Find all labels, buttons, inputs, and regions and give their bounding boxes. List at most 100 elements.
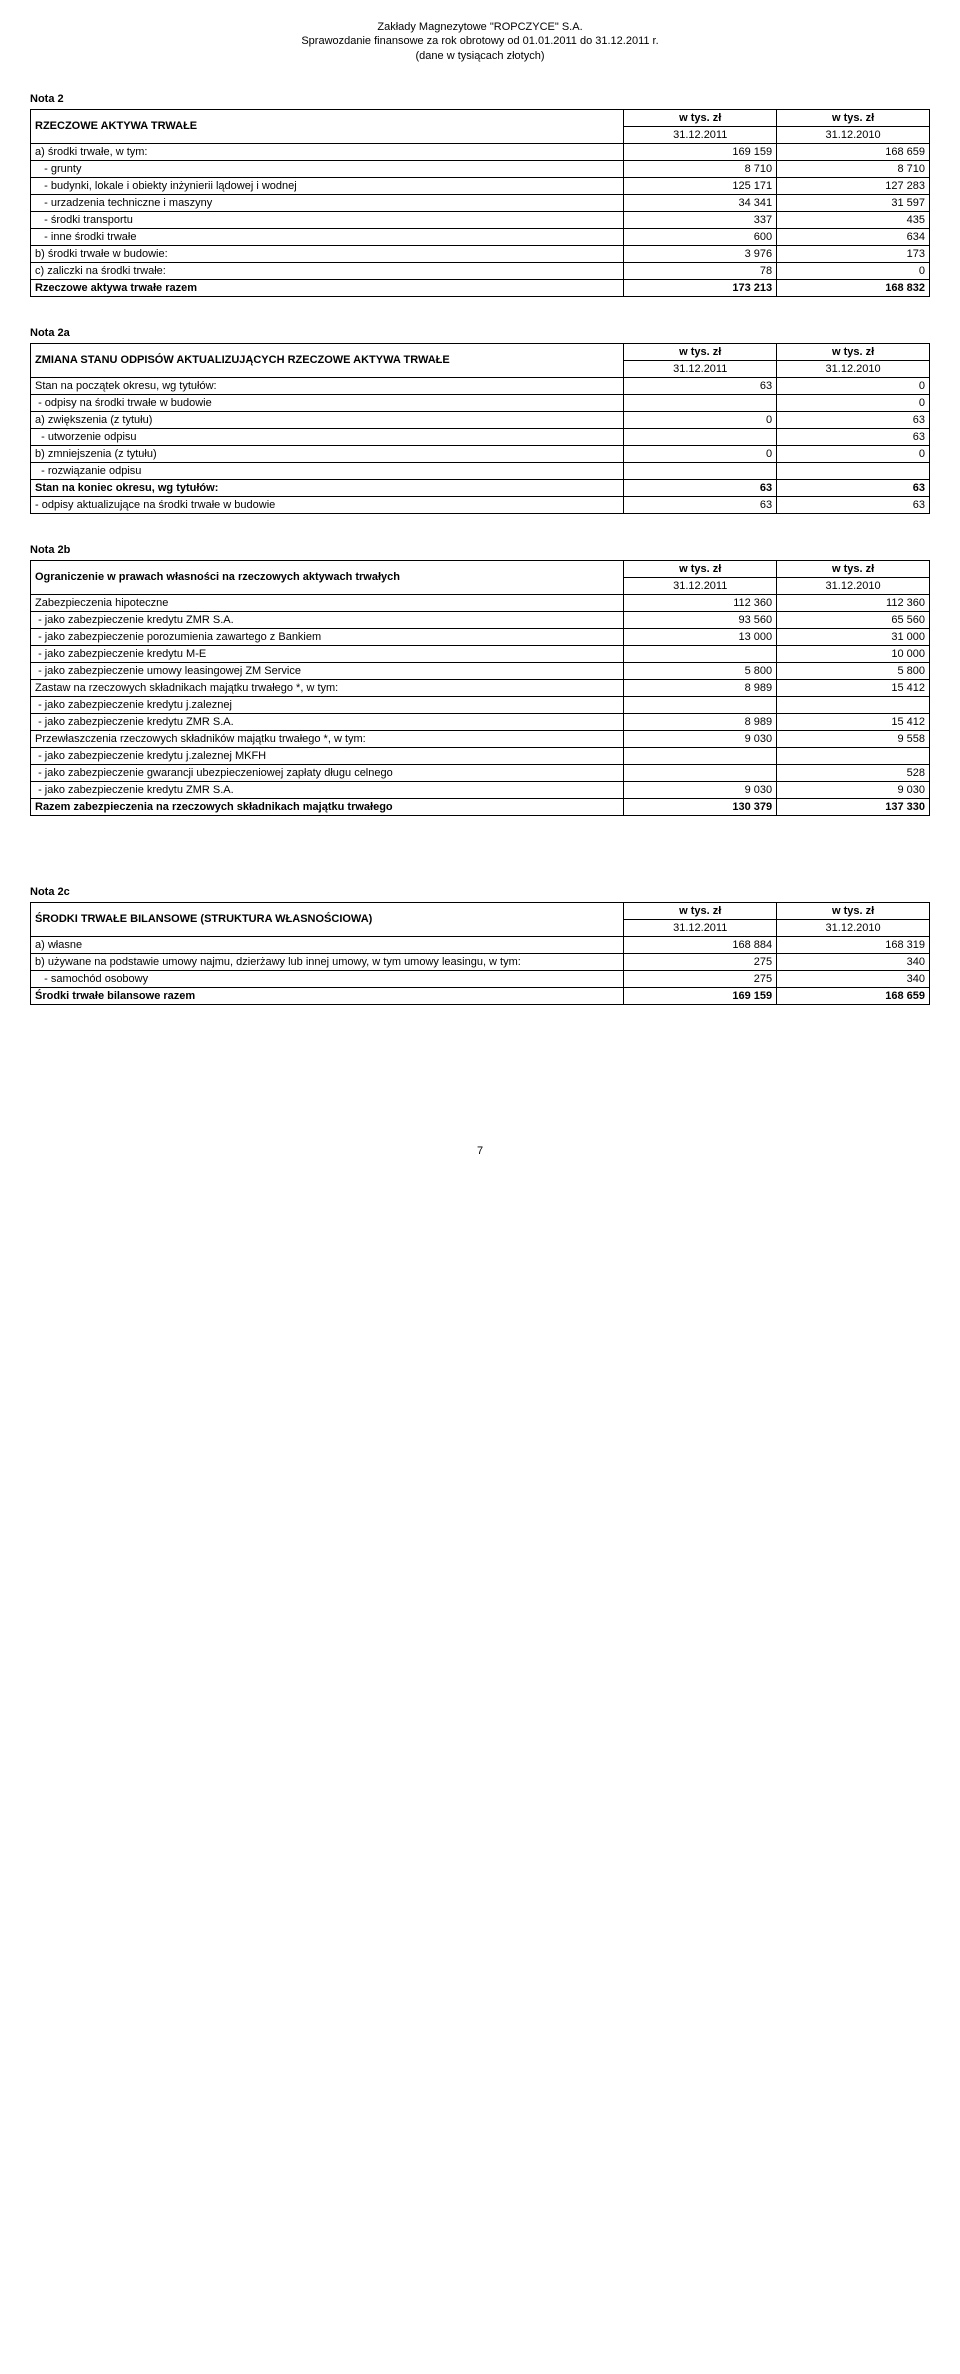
row-value-2: 31 597 [777, 194, 930, 211]
row-value-2: 31 000 [777, 628, 930, 645]
table-row: - jako zabezpieczenie kredytu M-E10 000 [31, 645, 930, 662]
row-value-1: 5 800 [624, 662, 777, 679]
table-row: a) środki trwałe, w tym:169 159168 659 [31, 143, 930, 160]
row-label: - jako zabezpieczenie kredytu j.zaleznej… [31, 747, 624, 764]
row-value-1: 337 [624, 211, 777, 228]
row-value-2: 9 558 [777, 730, 930, 747]
table-row: - jako zabezpieczenie kredytu ZMR S.A.9 … [31, 781, 930, 798]
nota2-total-v1: 173 213 [624, 279, 777, 296]
date1: 31.12.2011 [624, 919, 777, 936]
table-row: - jako zabezpieczenie gwarancji ubezpiec… [31, 764, 930, 781]
doc-header-line2: Sprawozdanie finansowe za rok obrotowy o… [30, 34, 930, 48]
table-row: - inne środki trwałe600634 [31, 228, 930, 245]
row-label: - jako zabezpieczenie kredytu ZMR S.A. [31, 713, 624, 730]
row-value-1: 8 989 [624, 679, 777, 696]
unit-right: w tys. zł [777, 902, 930, 919]
table-row: - jako zabezpieczenie kredytu ZMR S.A.8 … [31, 713, 930, 730]
row-value-2 [777, 747, 930, 764]
row-label: - jako zabezpieczenie umowy leasingowej … [31, 662, 624, 679]
row-label: - jako zabezpieczenie kredytu ZMR S.A. [31, 611, 624, 628]
row-value-2: 127 283 [777, 177, 930, 194]
nota2b-total-v1: 130 379 [624, 798, 777, 815]
unit-right: w tys. zł [777, 343, 930, 360]
table-row: - samochód osobowy275340 [31, 970, 930, 987]
row-value-1: 63 [624, 377, 777, 394]
nota2-total-label: Rzeczowe aktywa trwałe razem [31, 279, 624, 296]
row-value-2 [777, 696, 930, 713]
nota2a-title: ZMIANA STANU ODPISÓW AKTUALIZUJĄCYCH RZE… [31, 343, 624, 377]
row-label: - odpisy na środki trwałe w budowie [31, 394, 624, 411]
row-value-1 [624, 462, 777, 479]
row-value-1 [624, 645, 777, 662]
nota2c-total-v1: 169 159 [624, 987, 777, 1004]
row-value-1: 169 159 [624, 143, 777, 160]
row-value-2: 168 319 [777, 936, 930, 953]
row-label: - inne środki trwałe [31, 228, 624, 245]
row-value-1: 600 [624, 228, 777, 245]
table-row: - grunty8 7108 710 [31, 160, 930, 177]
row-label: - samochód osobowy [31, 970, 624, 987]
table-row: Stan na początek okresu, wg tytułów:630 [31, 377, 930, 394]
table-row: - środki transportu337435 [31, 211, 930, 228]
nota2c-total-label: Środki trwałe bilansowe razem [31, 987, 624, 1004]
table-row: - jako zabezpieczenie umowy leasingowej … [31, 662, 930, 679]
row-value-1: 0 [624, 445, 777, 462]
row-value-1: 93 560 [624, 611, 777, 628]
table-row: - rozwiązanie odpisu [31, 462, 930, 479]
nota2c-title: ŚRODKI TRWAŁE BILANSOWE (STRUKTURA WŁASN… [31, 902, 624, 936]
row-value-2: 168 659 [777, 143, 930, 160]
row-value-2: 173 [777, 245, 930, 262]
nota2c-table: ŚRODKI TRWAŁE BILANSOWE (STRUKTURA WŁASN… [30, 902, 930, 1005]
row-value-2: 0 [777, 262, 930, 279]
date2: 31.12.2010 [777, 919, 930, 936]
row-value-2: 340 [777, 953, 930, 970]
row-value-2: 0 [777, 377, 930, 394]
nota2b-title: Ograniczenie w prawach własności na rzec… [31, 560, 624, 594]
nota2a-total2-label: - odpisy aktualizujące na środki trwałe … [31, 496, 624, 513]
row-value-1: 0 [624, 411, 777, 428]
row-label: - jako zabezpieczenie gwarancji ubezpiec… [31, 764, 624, 781]
row-label: Stan na początek okresu, wg tytułów: [31, 377, 624, 394]
row-label: a) własne [31, 936, 624, 953]
row-value-2: 112 360 [777, 594, 930, 611]
doc-header-line3: (dane w tysiącach złotych) [30, 49, 930, 63]
nota2a-total1-v1: 63 [624, 479, 777, 496]
doc-header-line1: Zakłady Magnezytowe "ROPCZYCE" S.A. [30, 20, 930, 34]
row-label: - jako zabezpieczenie kredytu ZMR S.A. [31, 781, 624, 798]
date2: 31.12.2010 [777, 126, 930, 143]
date1: 31.12.2011 [624, 360, 777, 377]
date1: 31.12.2011 [624, 577, 777, 594]
row-label: Przewłaszczenia rzeczowych składników ma… [31, 730, 624, 747]
row-value-1: 8 710 [624, 160, 777, 177]
nota2-table: RZECZOWE AKTYWA TRWAŁE w tys. zł w tys. … [30, 109, 930, 297]
unit-left: w tys. zł [624, 109, 777, 126]
row-label: - jako zabezpieczenie kredytu M-E [31, 645, 624, 662]
row-value-2: 65 560 [777, 611, 930, 628]
table-row: - jako zabezpieczenie kredytu ZMR S.A.93… [31, 611, 930, 628]
nota2b-table: Ograniczenie w prawach własności na rzec… [30, 560, 930, 816]
table-row: - jako zabezpieczenie kredytu j.zaleznej [31, 696, 930, 713]
row-label: Zabezpieczenia hipoteczne [31, 594, 624, 611]
row-value-1: 8 989 [624, 713, 777, 730]
row-value-1: 13 000 [624, 628, 777, 645]
row-label: b) zmniejszenia (z tytułu) [31, 445, 624, 462]
row-value-1 [624, 747, 777, 764]
row-value-2: 63 [777, 411, 930, 428]
nota2a-label: Nota 2a [30, 327, 930, 339]
table-row: - jako zabezpieczenie kredytu j.zaleznej… [31, 747, 930, 764]
row-value-1: 34 341 [624, 194, 777, 211]
row-value-1: 78 [624, 262, 777, 279]
table-row: - urzadzenia techniczne i maszyny34 3413… [31, 194, 930, 211]
row-value-1: 125 171 [624, 177, 777, 194]
row-value-1: 9 030 [624, 781, 777, 798]
nota2a-total1-label: Stan na koniec okresu, wg tytułów: [31, 479, 624, 496]
row-value-1: 275 [624, 970, 777, 987]
row-label: a) zwiększenia (z tytułu) [31, 411, 624, 428]
row-label: - utworzenie odpisu [31, 428, 624, 445]
table-row: Zabezpieczenia hipoteczne112 360112 360 [31, 594, 930, 611]
nota2b-total-label: Razem zabezpieczenia na rzeczowych skład… [31, 798, 624, 815]
row-value-2: 15 412 [777, 713, 930, 730]
nota2-total-v2: 168 832 [777, 279, 930, 296]
table-row: a) własne168 884168 319 [31, 936, 930, 953]
row-value-1 [624, 428, 777, 445]
